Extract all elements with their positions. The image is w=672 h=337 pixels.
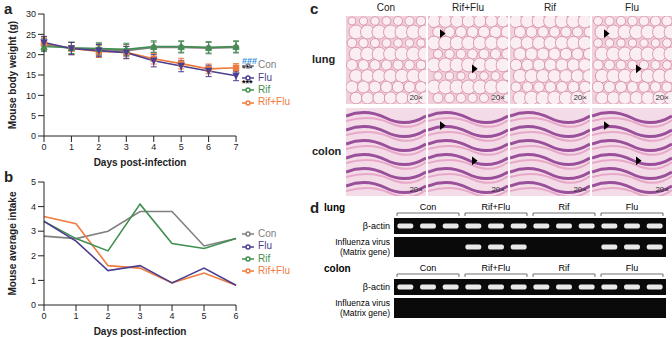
svg-text:0: 0 — [31, 300, 36, 310]
html-text:Flu: Flu — [258, 71, 272, 83]
html-text:Flu: Flu — [258, 240, 272, 252]
svg-text:0: 0 — [31, 131, 36, 141]
html-text:Flu: Flu — [625, 2, 639, 13]
html-text:Rif: Rif — [258, 84, 271, 95]
svg-text:10: 10 — [26, 91, 36, 101]
svg-text:20×: 20× — [655, 185, 669, 194]
svg-text:0: 0 — [41, 311, 46, 321]
html-text:lung: lung — [312, 53, 336, 65]
svg-text:20×: 20× — [655, 93, 669, 102]
html-text:Con: Con — [258, 227, 277, 239]
svg-text:1: 1 — [74, 311, 79, 321]
svg-text:20: 20 — [26, 50, 36, 60]
svg-text:4: 4 — [151, 142, 156, 152]
svg-text:25: 25 — [26, 30, 36, 40]
svg-text:Rif+Flu: Rif+Flu — [482, 263, 511, 273]
svg-text:20×: 20× — [573, 93, 587, 102]
svg-text:20×: 20× — [409, 93, 423, 102]
svg-text:5: 5 — [179, 142, 184, 152]
svg-text:(Matrix gene): (Matrix gene) — [340, 247, 390, 257]
html-text:d: d — [310, 199, 320, 216]
svg-text:Flu: Flu — [626, 263, 639, 273]
html-text:b: b — [4, 168, 14, 185]
svg-text:6: 6 — [234, 311, 239, 321]
svg-text:Mouse body weight (g): Mouse body weight (g) — [7, 21, 18, 129]
svg-text:β-actin: β-actin — [363, 282, 390, 292]
svg-text:***: *** — [242, 63, 253, 73]
svg-text:30: 30 — [26, 9, 36, 19]
svg-text:20×: 20× — [491, 185, 505, 194]
svg-text:1: 1 — [69, 142, 74, 152]
html-text:a: a — [4, 0, 13, 17]
svg-text:5: 5 — [31, 111, 36, 121]
html-text:c: c — [310, 0, 319, 17]
svg-text:Days post-infection: Days post-infection — [94, 157, 187, 168]
html-text:Rif+Flu: Rif+Flu — [258, 96, 290, 108]
svg-text:***: *** — [242, 78, 253, 88]
svg-text:3: 3 — [124, 142, 129, 152]
svg-text:20×: 20× — [409, 185, 423, 194]
svg-text:20×: 20× — [573, 185, 587, 194]
svg-text:Flu: Flu — [626, 202, 639, 212]
svg-text:Mouse average intake: Mouse average intake — [7, 191, 18, 295]
svg-text:2: 2 — [31, 251, 36, 261]
svg-text:6: 6 — [206, 142, 211, 152]
html-text:Rif: Rif — [543, 2, 557, 13]
svg-text:2: 2 — [96, 142, 101, 152]
svg-text:Rif+Flu: Rif+Flu — [482, 202, 511, 212]
html-text:Rif+Flu: Rif+Flu — [258, 264, 290, 276]
svg-text:2: 2 — [106, 311, 111, 321]
svg-text:5: 5 — [202, 311, 207, 321]
svg-text:(Matrix gene): (Matrix gene) — [340, 308, 390, 318]
svg-text:Con: Con — [420, 263, 437, 273]
svg-text:Influenza virus: Influenza virus — [335, 237, 390, 247]
svg-text:β-actin: β-actin — [363, 221, 390, 231]
svg-text:20×: 20× — [491, 93, 505, 102]
svg-text:15: 15 — [26, 70, 36, 80]
html-text:Con: Con — [258, 59, 277, 71]
html-text:Rif: Rif — [258, 252, 271, 264]
html-text:colon: colon — [312, 145, 342, 157]
svg-text:4: 4 — [31, 202, 36, 212]
svg-text:0: 0 — [41, 142, 46, 152]
svg-text:lung: lung — [324, 202, 345, 213]
svg-text:4: 4 — [170, 311, 175, 321]
svg-text:Days post-infection: Days post-infection — [94, 326, 187, 337]
svg-text:Con: Con — [420, 202, 437, 212]
svg-text:colon: colon — [324, 263, 351, 274]
svg-text:Rif: Rif — [559, 202, 570, 212]
svg-text:5: 5 — [31, 177, 36, 187]
svg-text:3: 3 — [138, 311, 143, 321]
svg-text:3: 3 — [31, 226, 36, 236]
svg-text:Rif: Rif — [559, 263, 570, 273]
html-text:Rif+Flu: Rif+Flu — [452, 2, 484, 13]
html-text:Con: Con — [376, 2, 396, 13]
svg-text:1: 1 — [31, 276, 36, 286]
svg-text:Influenza virus: Influenza virus — [335, 298, 390, 308]
svg-text:7: 7 — [234, 142, 239, 152]
